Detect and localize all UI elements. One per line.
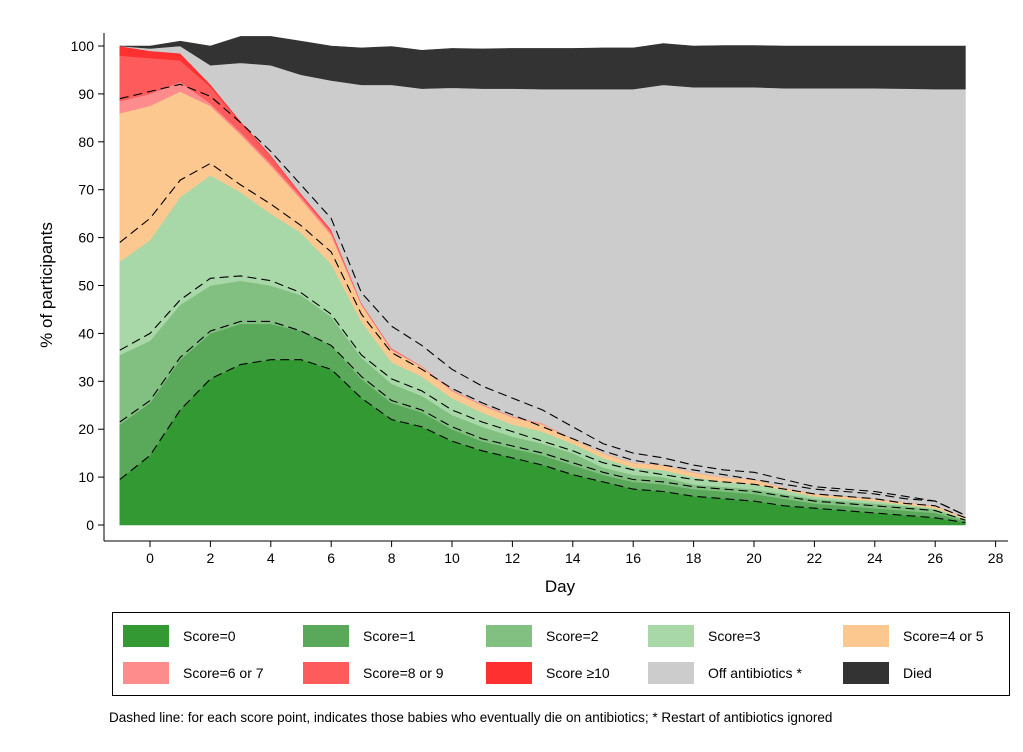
- x-tick-label: 8: [388, 550, 396, 566]
- y-tick-label: 10: [78, 469, 94, 485]
- legend-item-score-6-or-7: Score=6 or 7: [123, 660, 264, 686]
- legend-label: Score=1: [363, 628, 416, 644]
- x-tick-label: 4: [267, 550, 275, 566]
- y-tick-label: 0: [86, 517, 94, 533]
- y-tick-label: 20: [78, 421, 94, 437]
- legend-item-off-antibiotics: Off antibiotics *: [648, 660, 802, 686]
- y-tick-label: 90: [78, 86, 94, 102]
- legend: Score=0 Score=1 Score=2 Score=3 Score=4 or 5…: [112, 612, 1010, 696]
- legend-item-score-8-or-9: Score=8 or 9: [303, 660, 444, 686]
- x-tick-label: 24: [867, 550, 883, 566]
- legend-swatch: [648, 625, 694, 647]
- legend-item-score-0: Score=0: [123, 623, 236, 649]
- x-tick-label: 20: [746, 550, 762, 566]
- legend-swatch: [648, 662, 694, 684]
- legend-item-score-4-or-5: Score=4 or 5: [843, 623, 984, 649]
- legend-swatch: [123, 625, 169, 647]
- legend-item-score-ge10: Score ≥10: [486, 660, 610, 686]
- y-tick-label: 100: [71, 38, 95, 54]
- legend-item-score-1: Score=1: [303, 623, 416, 649]
- dashed-line-3: [119, 275, 966, 519]
- legend-label: Score=6 or 7: [183, 665, 264, 681]
- legend-swatch: [843, 662, 889, 684]
- legend-item-died: Died: [843, 660, 932, 686]
- x-tick-label: 0: [146, 550, 154, 566]
- legend-label: Score=8 or 9: [363, 665, 444, 681]
- x-tick-label: 12: [505, 550, 521, 566]
- legend-label: Score=4 or 5: [903, 628, 984, 644]
- legend-item-score-2: Score=2: [486, 623, 599, 649]
- x-tick-label: 28: [988, 550, 1004, 566]
- legend-swatch: [303, 662, 349, 684]
- dashed-line-2: [119, 320, 966, 521]
- legend-label: Score ≥10: [546, 665, 610, 681]
- legend-swatch: [486, 625, 532, 647]
- y-tick-label: 70: [78, 182, 94, 198]
- dashed-line-4: [119, 162, 966, 516]
- dashed-lines-layer: [119, 83, 966, 524]
- y-tick-label: 50: [78, 278, 94, 294]
- legend-label: Died: [903, 665, 932, 681]
- y-tick-label: 80: [78, 134, 94, 150]
- legend-label: Score=0: [183, 628, 236, 644]
- legend-swatch: [303, 625, 349, 647]
- x-tick-label: 16: [625, 550, 641, 566]
- x-tick-label: 26: [927, 550, 943, 566]
- x-tick-label: 6: [327, 550, 335, 566]
- dashed-line-5: [119, 83, 966, 516]
- y-tick-label: 40: [78, 325, 94, 341]
- legend-item-score-3: Score=3: [648, 623, 761, 649]
- footnote: Dashed line: for each score point, indic…: [109, 710, 833, 725]
- x-tick-label: 2: [207, 550, 215, 566]
- dashed-line-1: [119, 359, 966, 524]
- y-tick-label: 60: [78, 230, 94, 246]
- x-tick-label: 22: [807, 550, 823, 566]
- x-tick-label: 18: [686, 550, 702, 566]
- areas-layer: [119, 36, 966, 526]
- legend-swatch: [486, 662, 532, 684]
- legend-swatch: [843, 625, 889, 647]
- y-tick-label: 30: [78, 373, 94, 389]
- y-axis-label: % of participants: [37, 222, 56, 348]
- area-died: [119, 36, 966, 90]
- legend-label: Off antibiotics *: [708, 665, 802, 681]
- x-tick-label: 10: [444, 550, 460, 566]
- legend-label: Score=3: [708, 628, 761, 644]
- legend-swatch: [123, 662, 169, 684]
- x-tick-label: 14: [565, 550, 581, 566]
- x-axis-label: Day: [545, 577, 576, 596]
- legend-label: Score=2: [546, 628, 599, 644]
